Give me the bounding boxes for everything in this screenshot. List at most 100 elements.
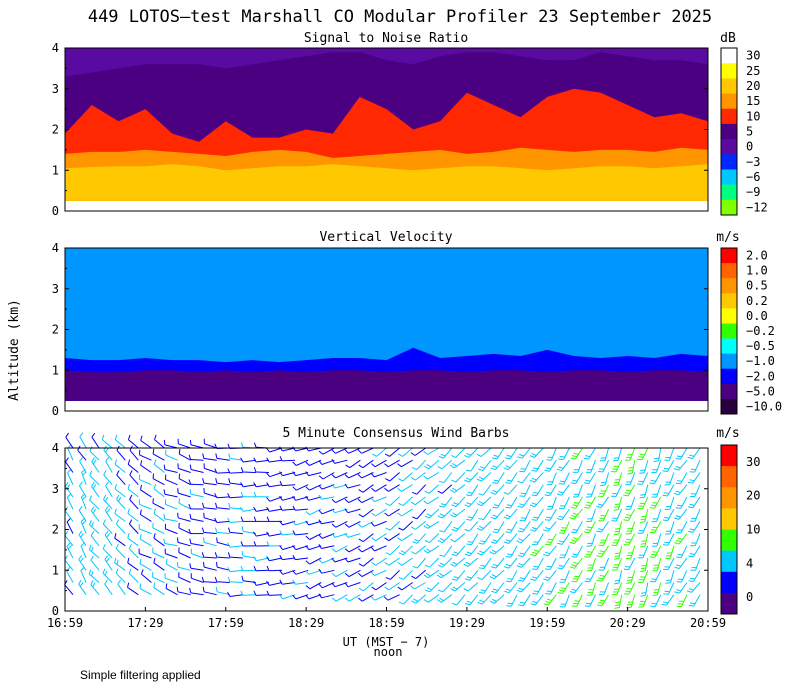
wind-barb-feather bbox=[586, 501, 592, 504]
wind-barb-feather bbox=[598, 577, 604, 580]
wind-barb-feather bbox=[214, 468, 218, 474]
wind-barb-feather bbox=[492, 563, 498, 567]
wind-barb bbox=[321, 545, 335, 549]
wind-barb bbox=[522, 496, 531, 508]
wind-barb bbox=[534, 545, 544, 557]
colorbar-label: 0 bbox=[746, 590, 753, 604]
wind-barb-feather bbox=[466, 502, 472, 505]
wind-barb-feather bbox=[266, 531, 270, 537]
wind-barb-feather bbox=[426, 572, 431, 577]
wind-barb bbox=[495, 557, 505, 569]
wind-barb-feather bbox=[65, 457, 69, 463]
wind-barb bbox=[601, 570, 610, 582]
wind-barb bbox=[165, 454, 178, 461]
wind-barb bbox=[496, 496, 505, 509]
wind-barb-feather bbox=[623, 543, 629, 546]
wind-barb bbox=[642, 521, 649, 534]
wind-barb-feather bbox=[507, 578, 513, 580]
colorbar-swatch bbox=[721, 139, 737, 155]
wind-barb-feather bbox=[292, 520, 297, 526]
wind-barb bbox=[642, 570, 649, 583]
wind-barb-feather bbox=[543, 603, 549, 606]
wind-barb-feather bbox=[358, 563, 364, 567]
wind-barb-feather bbox=[128, 568, 132, 574]
wind-barb bbox=[322, 447, 335, 455]
wind-barb bbox=[692, 447, 701, 459]
wind-barb bbox=[694, 508, 701, 522]
wind-barb-feather bbox=[423, 599, 429, 603]
wind-barb bbox=[678, 508, 688, 520]
wind-barb-feather bbox=[305, 446, 309, 452]
colorbar-label: 0 bbox=[746, 140, 753, 154]
y-tick-label: 3 bbox=[52, 282, 59, 296]
colorbar-swatch bbox=[721, 199, 737, 216]
wind-barb bbox=[216, 482, 230, 486]
wind-barb bbox=[190, 518, 204, 522]
wind-barb bbox=[128, 548, 139, 559]
wind-barb bbox=[190, 444, 204, 449]
wind-barb-feather bbox=[398, 478, 404, 482]
wind-barb-feather bbox=[439, 572, 444, 577]
wind-barb bbox=[90, 535, 100, 547]
wind-barb-feather bbox=[117, 579, 122, 585]
wind-barb-feather bbox=[519, 503, 525, 506]
vv-colorbar: 2.01.00.50.20.0−0.2−0.5−1.0−2.0−5.0 −10.0 bbox=[720, 247, 782, 415]
wind-barb bbox=[618, 496, 623, 510]
wind-barb bbox=[321, 496, 335, 500]
wind-barb-feather bbox=[599, 574, 605, 577]
wind-barb bbox=[429, 557, 440, 568]
wind-barb bbox=[456, 594, 466, 606]
wind-barb bbox=[547, 569, 557, 581]
wind-barb bbox=[496, 472, 505, 484]
wind-barb-feather bbox=[614, 527, 621, 530]
wind-barb bbox=[495, 582, 505, 594]
wind-barb bbox=[627, 508, 636, 521]
wind-barb bbox=[520, 582, 531, 593]
wind-barb-feather bbox=[675, 539, 681, 543]
wind-barb-feather bbox=[518, 579, 524, 582]
wind-barb bbox=[678, 533, 688, 545]
wind-barb-feather bbox=[573, 452, 579, 455]
wind-barb bbox=[361, 594, 374, 602]
wind-barb bbox=[576, 570, 583, 583]
wind-barb-feather bbox=[492, 482, 498, 484]
wind-barb-feather bbox=[253, 467, 257, 473]
wind-barb-feather bbox=[519, 470, 525, 473]
wind-barb-feather bbox=[253, 482, 257, 487]
wind-barb-feather bbox=[292, 570, 297, 575]
wind-barb-feather bbox=[106, 533, 111, 538]
wind-barb-feather bbox=[188, 454, 192, 460]
wind-barb-feather bbox=[452, 487, 458, 492]
wind-barb bbox=[401, 533, 413, 542]
wind-barb-feather bbox=[626, 538, 632, 541]
wind-barb bbox=[256, 508, 269, 512]
wind-barb bbox=[361, 496, 374, 504]
wind-barb-feather bbox=[266, 506, 270, 512]
wind-barb-feather bbox=[178, 498, 180, 504]
wind-barb-feather bbox=[116, 494, 120, 500]
wind-barb bbox=[363, 582, 374, 592]
wind-barb-feather bbox=[453, 551, 459, 555]
wind-barb-feather bbox=[89, 495, 92, 501]
wind-barb bbox=[389, 496, 400, 506]
wind-barb bbox=[642, 496, 649, 510]
wind-barb bbox=[551, 472, 557, 485]
wind-barb bbox=[362, 557, 374, 567]
wind-barb bbox=[374, 569, 387, 576]
wind-barb bbox=[376, 447, 387, 457]
wind-barb-feather bbox=[661, 603, 667, 606]
wind-barb-feather bbox=[89, 446, 93, 452]
wind-barb bbox=[480, 447, 492, 457]
wind-barb-feather bbox=[560, 587, 566, 590]
wind-barb bbox=[309, 533, 322, 540]
wind-barb bbox=[481, 569, 492, 580]
colorbar-label: 0.5 bbox=[746, 279, 768, 293]
wind-barb-feather bbox=[176, 586, 179, 592]
colorbar-swatch bbox=[721, 445, 737, 467]
wind-barb bbox=[577, 484, 583, 498]
wind-barb bbox=[178, 453, 191, 461]
wind-barb bbox=[428, 508, 440, 519]
wind-barb bbox=[348, 496, 361, 504]
wind-barb bbox=[401, 582, 413, 591]
wind-barb-feather bbox=[467, 491, 473, 494]
